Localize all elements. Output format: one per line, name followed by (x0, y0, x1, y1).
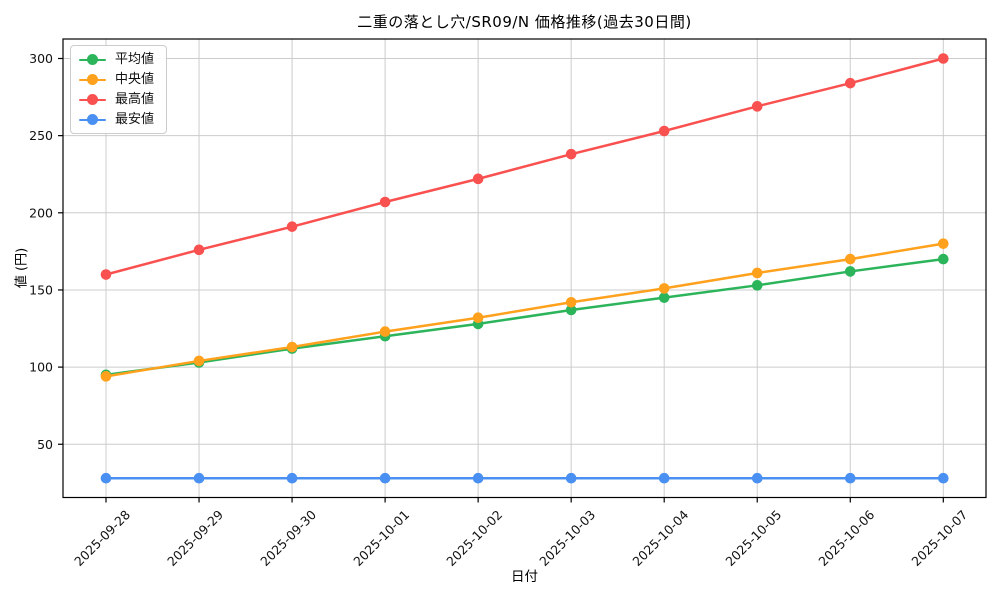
series-line (104, 257, 945, 377)
data-point (100, 371, 112, 382)
data-point (565, 148, 577, 160)
x-tick-label: 2025-10-01 (350, 507, 412, 569)
data-point (565, 472, 577, 484)
x-tick-label: 2025-10-07 (908, 507, 970, 569)
y-tick-label: 150 (29, 282, 53, 297)
data-point (658, 472, 670, 484)
x-tick-label: 2025-10-04 (629, 507, 691, 569)
data-point (472, 312, 484, 324)
legend: 平均値 中央値 最高値 最安値 (70, 45, 168, 134)
data-point (938, 253, 949, 265)
data-point (751, 267, 763, 279)
data-point (472, 173, 484, 185)
data-point (379, 472, 391, 484)
data-point (938, 53, 949, 64)
data-point (844, 472, 856, 484)
data-point (658, 283, 670, 294)
legend-item-median: 中央値 (79, 72, 154, 87)
data-point (379, 196, 391, 208)
data-point (379, 326, 391, 337)
x-axis-title: 日付 (511, 569, 538, 585)
line-marker-icon (79, 74, 106, 85)
y-tick-label: 100 (29, 360, 53, 375)
data-point (844, 266, 856, 277)
line-marker-icon (79, 54, 106, 65)
y-tick-label: 200 (29, 205, 53, 220)
data-point (286, 472, 298, 484)
legend-label: 最安値 (115, 112, 155, 127)
legend-item-max: 最高値 (79, 92, 154, 107)
legend-label: 中央値 (115, 72, 155, 87)
series-line (104, 57, 945, 276)
y-axis-title: 値 (円) (14, 247, 30, 289)
data-point (100, 269, 112, 280)
data-point (100, 472, 112, 484)
data-point (751, 280, 763, 291)
data-point (658, 125, 670, 137)
data-point (286, 341, 298, 353)
legend-item-average: 平均値 (79, 52, 154, 67)
x-tick-label: 2025-09-29 (164, 507, 226, 569)
data-point (193, 244, 205, 256)
data-point (658, 292, 670, 303)
data-point (565, 296, 577, 308)
data-point (844, 253, 856, 265)
series-line (104, 242, 945, 378)
legend-label: 平均値 (115, 52, 155, 67)
legend-item-min: 最安値 (79, 112, 154, 127)
x-tick-label: 2025-10-03 (536, 507, 598, 569)
x-tick-label: 2025-09-28 (71, 507, 133, 569)
data-point (844, 77, 856, 89)
data-point (193, 472, 205, 484)
line-marker-icon (79, 94, 106, 105)
data-point (193, 355, 205, 367)
x-tick-label: 2025-10-02 (443, 507, 505, 569)
data-point (751, 472, 763, 484)
legend-label: 最高値 (115, 92, 155, 107)
data-point (751, 101, 763, 112)
y-tick-label: 300 (29, 51, 53, 66)
data-point (286, 221, 298, 232)
plot-border (62, 38, 987, 499)
x-tick-label: 2025-10-05 (722, 507, 784, 569)
data-point (938, 472, 949, 484)
chart-title: 二重の落とし穴/SR09/N 価格推移(過去30日間) (357, 13, 692, 31)
data-point (565, 304, 577, 316)
line-marker-icon (79, 114, 106, 125)
x-tick-label: 2025-10-06 (815, 507, 877, 569)
y-tick-label: 250 (29, 128, 53, 143)
x-tick-label: 2025-09-30 (257, 507, 319, 569)
data-point (938, 238, 949, 249)
y-tick-label: 50 (37, 437, 53, 452)
data-point (472, 472, 484, 484)
